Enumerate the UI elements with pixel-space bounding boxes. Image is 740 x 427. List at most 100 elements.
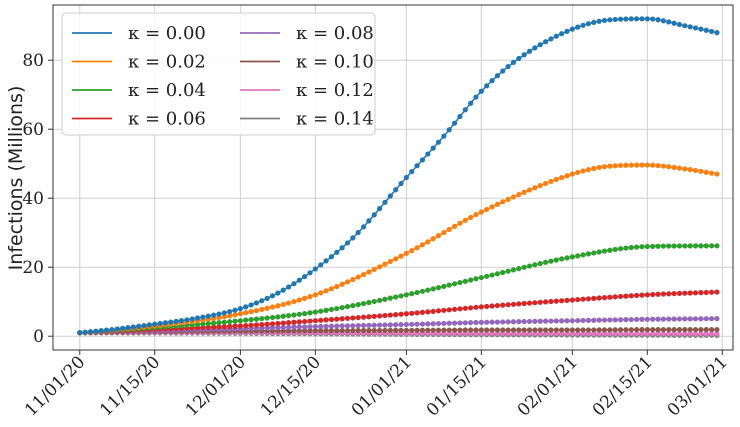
data-point — [585, 296, 592, 302]
data-point — [676, 243, 683, 249]
data-point — [403, 292, 409, 298]
data-point — [194, 315, 201, 321]
data-point — [435, 308, 442, 314]
y-tick-label: 20 — [22, 258, 44, 278]
data-point — [543, 39, 549, 45]
data-point — [302, 295, 308, 301]
y-tick-label: 0 — [33, 327, 44, 347]
data-point — [521, 189, 527, 195]
data-point — [285, 284, 292, 290]
data-point — [328, 306, 335, 313]
data-point — [585, 251, 592, 257]
data-point — [200, 321, 206, 327]
legend: κ = 0.00 κ = 0.02 κ = 0.04 κ = 0.06 κ = 0.08… — [61, 12, 376, 136]
data-point — [553, 327, 559, 333]
data-point — [650, 331, 656, 337]
data-point — [441, 327, 447, 333]
data-point — [682, 327, 688, 333]
data-point — [211, 312, 217, 318]
x-tick-label: 12/15/20 — [257, 352, 325, 420]
data-point — [377, 206, 383, 212]
data-point — [339, 327, 345, 334]
data-point — [569, 171, 575, 177]
data-point — [532, 185, 538, 191]
data-point — [682, 166, 688, 172]
data-point — [537, 327, 543, 333]
data-point — [77, 330, 83, 336]
data-point — [457, 220, 463, 226]
data-point — [414, 310, 420, 316]
data-point — [591, 317, 597, 323]
data-point — [393, 256, 399, 262]
data-point — [521, 264, 527, 270]
data-point — [676, 165, 683, 171]
data-point — [435, 320, 442, 327]
data-point — [334, 328, 340, 334]
data-point — [714, 331, 720, 337]
data-point — [494, 73, 501, 79]
data-point — [462, 217, 468, 223]
data-point — [296, 297, 302, 303]
data-point — [269, 321, 276, 327]
data-point — [660, 291, 666, 297]
data-point — [484, 206, 490, 213]
data-point — [655, 331, 661, 337]
data-point — [505, 319, 511, 325]
data-point — [532, 318, 538, 324]
data-point — [243, 322, 249, 329]
data-point — [548, 36, 554, 42]
data-point — [430, 327, 436, 333]
data-point — [435, 327, 442, 333]
data-point — [473, 319, 479, 326]
data-point — [510, 327, 517, 333]
data-point — [537, 42, 543, 48]
data-point — [494, 327, 501, 333]
data-point — [553, 176, 559, 183]
data-point — [387, 258, 393, 265]
data-point — [377, 264, 383, 270]
data-point — [575, 253, 581, 259]
data-point — [350, 276, 356, 283]
data-point — [676, 290, 683, 296]
data-point — [617, 327, 624, 333]
data-point — [398, 180, 404, 187]
data-point — [344, 323, 351, 329]
data-point — [692, 331, 699, 337]
data-point — [269, 325, 276, 331]
data-point — [366, 327, 372, 334]
data-point — [430, 286, 436, 292]
data-point — [660, 18, 666, 24]
data-point — [714, 316, 720, 322]
data-point — [398, 327, 404, 333]
data-point — [371, 298, 377, 305]
data-point — [82, 329, 88, 335]
data-point — [628, 316, 634, 323]
data-point — [307, 318, 313, 324]
data-point — [526, 318, 533, 325]
data-point — [585, 167, 592, 173]
data-point — [264, 305, 270, 311]
data-point — [457, 279, 463, 286]
data-point — [682, 23, 688, 29]
data-point — [607, 247, 613, 253]
data-point — [103, 327, 110, 333]
data-point — [323, 307, 329, 313]
data-point — [141, 322, 147, 329]
x-tick-label: 11/15/20 — [96, 352, 164, 420]
data-point — [425, 151, 431, 157]
data-point — [473, 276, 479, 282]
data-point — [451, 223, 458, 229]
data-point — [302, 324, 308, 330]
data-point — [280, 324, 286, 331]
data-point — [526, 300, 533, 306]
data-point — [521, 300, 527, 307]
data-point — [302, 318, 308, 325]
data-point — [698, 327, 704, 333]
data-point — [494, 319, 501, 325]
data-point — [382, 322, 388, 328]
data-point — [698, 290, 704, 296]
data-point — [660, 316, 666, 322]
data-point — [591, 327, 597, 333]
data-point — [446, 226, 452, 233]
data-point — [430, 321, 436, 327]
